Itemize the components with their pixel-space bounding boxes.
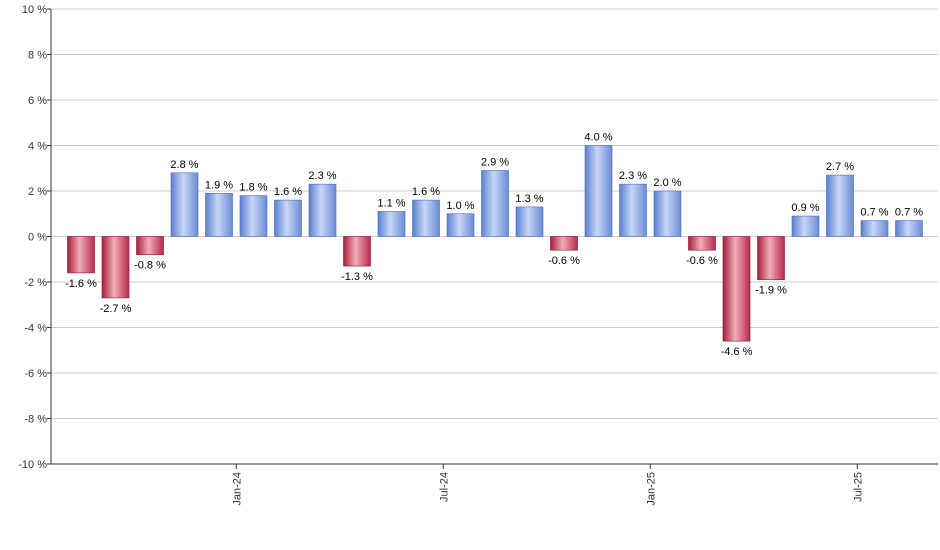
data-label: 1.1 % — [377, 197, 405, 209]
bar — [239, 195, 268, 237]
bar — [308, 183, 337, 237]
bar — [101, 236, 130, 299]
data-label: 2.3 % — [619, 170, 647, 182]
y-tick-label: 8 % — [28, 50, 47, 62]
data-label: 2.7 % — [826, 161, 854, 173]
axes — [50, 9, 938, 465]
bar — [826, 174, 854, 237]
data-label: 0.7 % — [895, 207, 923, 219]
bar — [895, 220, 923, 237]
bar — [170, 172, 199, 237]
y-tick-label: -6 % — [24, 368, 47, 380]
bar — [791, 215, 820, 237]
y-tick-label: 6 % — [28, 95, 47, 107]
x-tick-label: Jan-25 — [645, 472, 657, 506]
data-label: -0.6 % — [686, 255, 718, 267]
data-label: 2.3 % — [308, 170, 336, 182]
y-tick-label: -8 % — [24, 414, 47, 426]
data-label: -1.6 % — [65, 278, 97, 290]
data-label: 1.8 % — [239, 182, 267, 194]
bar — [67, 236, 95, 274]
data-label: 1.3 % — [515, 193, 543, 205]
y-tick-label: 10 % — [22, 4, 47, 16]
bar — [481, 170, 509, 237]
bar — [757, 236, 785, 281]
data-labels: -1.6 % -2.7 % -0.8 % 2.8 % 1.9 % 1.8 % 1.6 % 2.… — [65, 132, 923, 359]
y-axis-ticks: 10 % 8 % 6 % 4 % 2 % 0 % -2 % -4 % -6 % -8 % -10 % — [18, 4, 51, 471]
bar — [860, 220, 889, 237]
bar — [653, 190, 682, 237]
data-label: -2.7 % — [100, 303, 132, 315]
data-label: 0.9 % — [791, 202, 819, 214]
x-axis-ticks: Jan-24 Jul-24 Jan-25 Jul-25 — [231, 464, 864, 506]
data-label: 1.6 % — [274, 186, 302, 198]
data-label: -0.8 % — [134, 260, 166, 272]
y-tick-label: 0 % — [28, 232, 47, 244]
bar — [205, 192, 233, 237]
data-label: 1.9 % — [205, 179, 233, 191]
data-label: 4.0 % — [584, 132, 612, 144]
y-tick-label: -10 % — [18, 459, 47, 471]
data-label: -0.6 % — [548, 255, 580, 267]
bar — [688, 236, 716, 251]
data-label: 1.6 % — [412, 186, 440, 198]
x-tick-label: Jul-24 — [438, 472, 450, 502]
bar — [619, 183, 647, 237]
bar — [515, 206, 544, 237]
data-label: -4.6 % — [721, 346, 753, 358]
bar — [446, 213, 475, 237]
bar — [343, 236, 371, 267]
bar — [274, 199, 302, 237]
bar — [722, 236, 751, 342]
y-tick-label: -4 % — [24, 323, 47, 335]
bar — [412, 199, 440, 237]
data-label: -1.9 % — [755, 285, 787, 297]
data-label: 2.0 % — [653, 177, 681, 189]
bar — [550, 236, 578, 251]
bar — [136, 236, 164, 256]
x-tick-label: Jul-25 — [852, 472, 864, 502]
y-tick-label: -2 % — [24, 277, 47, 289]
data-label: 0.7 % — [860, 207, 888, 219]
bar — [377, 211, 406, 237]
data-label: 2.9 % — [481, 157, 509, 169]
y-tick-label: 4 % — [28, 141, 47, 153]
x-tick-label: Jan-24 — [231, 472, 243, 506]
data-label: 1.0 % — [446, 200, 474, 212]
data-label: 2.8 % — [170, 159, 198, 171]
data-label: -1.3 % — [341, 271, 373, 283]
y-tick-label: 2 % — [28, 186, 47, 198]
bars — [67, 145, 923, 342]
bar — [584, 145, 613, 237]
